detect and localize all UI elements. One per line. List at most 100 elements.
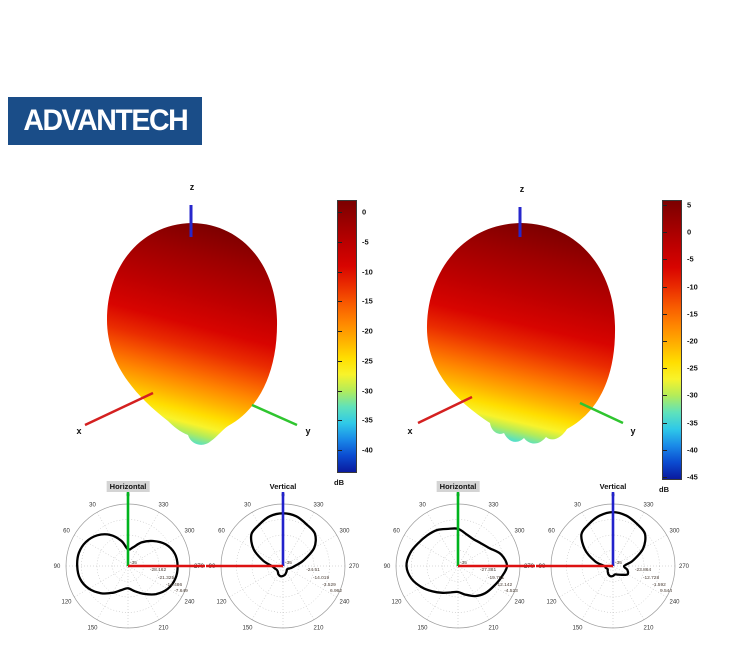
z-axis-label: z	[519, 184, 525, 194]
colorbar-gradient	[337, 200, 357, 473]
angle-label: 240	[184, 600, 195, 606]
colorbar-tick	[663, 449, 667, 451]
colorbar-tick-label: -15	[362, 296, 373, 306]
angle-label: 300	[184, 529, 195, 535]
angle-label: 330	[313, 503, 324, 509]
polar-plot-title: Vertical	[269, 482, 297, 491]
colorbar-tick	[338, 271, 342, 273]
ring-label: -23.864	[635, 567, 652, 573]
colorbar-tick	[663, 368, 667, 370]
polar-grid-circle	[566, 519, 660, 613]
advantech-logo: ADVANTECH	[8, 97, 202, 145]
ring-label-center: -35	[285, 560, 292, 566]
ring-label: -19.761	[488, 575, 505, 581]
colorbar-tick	[663, 340, 667, 342]
angle-label: 60	[218, 529, 225, 535]
x-axis-line	[84, 391, 154, 427]
colorbar-tick	[338, 450, 342, 452]
radiation-3d-plot-left: z x y	[30, 180, 350, 460]
angle-label: 210	[488, 626, 499, 632]
x-axis-line	[417, 395, 473, 425]
angle-label: 120	[216, 600, 227, 606]
colorbar-unit-label: dB	[334, 478, 344, 487]
angle-label: 210	[643, 626, 654, 632]
colorbar-tick	[338, 390, 342, 392]
polar-plot-vertical-right: Vertical0306090120150210240270300330-35-…	[533, 478, 693, 650]
ring-label: -1.592	[652, 582, 666, 588]
angle-label: 240	[514, 600, 525, 606]
colorbar-tick	[663, 286, 667, 288]
colorbar-tick	[663, 313, 667, 315]
angle-label: 330	[488, 503, 499, 509]
main-lobe-surface	[426, 223, 616, 444]
angle-label: 210	[158, 626, 169, 632]
colorbar-tick	[663, 476, 667, 478]
colorbar-tick	[338, 360, 342, 362]
colorbar-tick	[338, 331, 342, 333]
ring-label: -12.142	[496, 582, 513, 588]
colorbar-tick-label: -25	[687, 363, 698, 373]
radiation-blob-svg	[84, 205, 298, 445]
angle-label: 60	[393, 529, 400, 535]
colorbar-tick-label: -5	[362, 237, 369, 247]
polar-plot-svg: 0306090120150210240270300330-35-27.381-1…	[384, 492, 535, 632]
polar-grid-circle	[251, 534, 315, 598]
y-axis-label: y	[305, 426, 311, 436]
pattern-curve	[249, 512, 317, 578]
ring-label: -21.325	[158, 575, 175, 581]
polar-plot-vertical-left: Vertical0306090120150210240270300330-35-…	[203, 478, 363, 650]
colorbar-left: 0 -5 -10 -15 -20 -25 -30 -35 -40 dB	[334, 200, 373, 487]
colorbar-gradient	[662, 200, 682, 480]
angle-label: 270	[679, 564, 690, 570]
colorbar-tick-label: 5	[687, 200, 692, 210]
ring-label-center: -35	[130, 560, 137, 566]
angle-label: 150	[417, 626, 428, 632]
polar-plot-svg: 0306090120150210240270300330-35-28.162-2…	[54, 492, 205, 632]
main-lobe-surface	[107, 223, 278, 445]
angle-label: 30	[89, 503, 96, 509]
angle-label: 30	[244, 503, 251, 509]
angle-label: 60	[63, 529, 70, 535]
angle-label: 270	[349, 564, 360, 570]
angle-label: 90	[384, 564, 391, 570]
colorbar-tick-label: 0	[687, 227, 692, 237]
colorbar-unit-label: dB	[659, 485, 669, 494]
colorbar-tick	[663, 395, 667, 397]
colorbar-tick	[663, 205, 667, 207]
colorbar-tick-label: -10	[362, 267, 373, 277]
ring-label: -24.51	[306, 567, 320, 573]
radiation-blob-svg	[417, 207, 624, 444]
colorbar-tick-label: -20	[687, 336, 698, 346]
ring-label-center: -35	[615, 560, 622, 566]
colorbar-tick	[663, 422, 667, 424]
z-axis-label: z	[189, 182, 195, 192]
colorbar-tick	[663, 232, 667, 234]
polar-plot-svg: 0306090120150210240270300330-35-24.51-14…	[206, 492, 360, 632]
angle-label: 210	[313, 626, 324, 632]
colorbar-tick-label: -5	[687, 254, 694, 264]
ring-label: -12.728	[643, 575, 660, 581]
angle-label: 240	[669, 600, 680, 606]
colorbar-tick	[338, 241, 342, 243]
angle-label: 330	[643, 503, 654, 509]
colorbar-right: 5 0 -5 -10 -15 -20 -25 -30 -35 -40 -45 dB	[659, 200, 698, 494]
polar-grid-circle	[236, 519, 330, 613]
colorbar-tick	[338, 212, 342, 213]
x-axis-label: x	[76, 426, 82, 436]
angle-label: 120	[546, 600, 557, 606]
angle-label: 30	[419, 503, 426, 509]
colorbar-tick-label: -30	[687, 390, 698, 400]
pattern-curve	[405, 527, 509, 598]
colorbar-tick-label: -40	[687, 445, 698, 455]
angle-label: 240	[339, 600, 350, 606]
colorbar-tick	[338, 301, 342, 303]
polar-grid-circle	[581, 534, 645, 598]
polar-plot-title: Horizontal	[106, 481, 150, 492]
angle-label: 150	[242, 626, 253, 632]
angle-label: 120	[61, 600, 72, 606]
colorbar-tick-label: 0	[362, 207, 367, 217]
ring-label: -4.523	[504, 588, 518, 594]
polar-plot-svg: 0306090120150210240270300330-35-23.864-1…	[536, 492, 690, 632]
angle-label: 30	[574, 503, 581, 509]
